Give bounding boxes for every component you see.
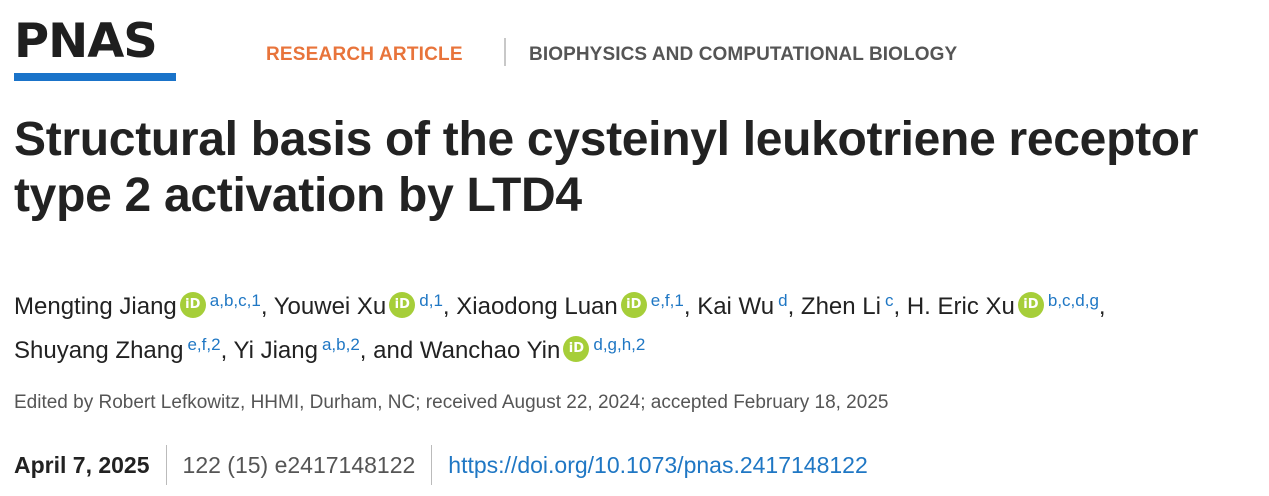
author-separator: , bbox=[683, 293, 698, 320]
author-separator: , bbox=[893, 293, 907, 320]
author-entry: H. Eric Xu b,c,d,g bbox=[906, 291, 1099, 320]
author-list: Mengting Jiang a,b,c,1, Youwei Xu d,1, Xia… bbox=[14, 282, 1254, 370]
orcid-icon[interactable] bbox=[179, 292, 206, 318]
author-name[interactable]: Mengting Jiang bbox=[14, 293, 177, 320]
author-entry: Youwei Xu d,1 bbox=[273, 291, 443, 320]
orcid-icon[interactable] bbox=[1017, 292, 1044, 318]
author-name[interactable]: Zhen Li bbox=[800, 293, 881, 320]
author-name[interactable]: Wanchao Yin bbox=[419, 337, 561, 364]
author-name[interactable]: Shuyang Zhang bbox=[14, 337, 184, 364]
meta-divider bbox=[165, 445, 167, 485]
logo-text: PNAS bbox=[14, 14, 158, 69]
author-entry: Zhen Li c bbox=[800, 291, 894, 320]
pnas-logo[interactable]: PNAS bbox=[14, 18, 176, 82]
meta-divider bbox=[431, 445, 433, 485]
author-name[interactable]: Youwei Xu bbox=[273, 293, 387, 320]
affiliation-marker[interactable]: e,f,2 bbox=[187, 335, 221, 354]
logo-underline bbox=[14, 73, 176, 81]
author-entry: Wanchao Yin d,g,h,2 bbox=[419, 335, 646, 364]
author-separator: , bbox=[260, 293, 274, 320]
section-label[interactable]: BIOPHYSICS AND COMPUTATIONAL BIOLOGY bbox=[529, 44, 958, 65]
journal-header: PNAS RESEARCH ARTICLE BIOPHYSICS AND COM… bbox=[14, 18, 1254, 84]
affiliation-marker[interactable]: d,g,h,2 bbox=[593, 335, 646, 354]
affiliation-marker[interactable]: d bbox=[778, 291, 788, 310]
author-entry: Mengting Jiang a,b,c,1 bbox=[14, 291, 261, 320]
article-type-label[interactable]: RESEARCH ARTICLE bbox=[266, 44, 463, 65]
author-entry: Kai Wu d bbox=[697, 291, 788, 320]
publication-date: April 7, 2025 bbox=[14, 451, 150, 478]
affiliation-marker[interactable]: d,1 bbox=[419, 291, 443, 310]
orcid-icon[interactable] bbox=[389, 292, 416, 318]
affiliation-marker[interactable]: a,b,2 bbox=[321, 335, 360, 354]
author-separator: , and bbox=[359, 337, 420, 364]
affiliation-marker[interactable]: c bbox=[884, 291, 894, 310]
citation: 122 (15) e2417148122 bbox=[182, 451, 416, 478]
author-entry: Xiaodong Luan e,f,1 bbox=[456, 291, 684, 320]
header-divider bbox=[504, 38, 506, 66]
author-name[interactable]: H. Eric Xu bbox=[906, 293, 1015, 320]
orcid-icon[interactable] bbox=[563, 336, 590, 362]
author-entry: Shuyang Zhang e,f,2 bbox=[14, 335, 221, 364]
orcid-icon[interactable] bbox=[620, 292, 647, 318]
publication-meta: April 7, 2025 122 (15) e2417148122 https… bbox=[14, 445, 868, 485]
article-title: Structural basis of the cysteinyl leukot… bbox=[14, 113, 1199, 222]
author-separator: , bbox=[787, 293, 801, 320]
affiliation-marker[interactable]: b,c,d,g bbox=[1047, 291, 1099, 310]
author-name[interactable]: Xiaodong Luan bbox=[456, 293, 618, 320]
editorial-note: Edited by Robert Lefkowitz, HHMI, Durham… bbox=[14, 392, 889, 413]
author-separator: , bbox=[220, 337, 234, 364]
author-separator: , bbox=[1098, 293, 1106, 320]
doi-link[interactable]: https://doi.org/10.1073/pnas.2417148122 bbox=[448, 451, 868, 478]
affiliation-marker[interactable]: e,f,1 bbox=[650, 291, 684, 310]
affiliation-marker[interactable]: a,b,c,1 bbox=[209, 291, 261, 310]
author-entry: Yi Jiang a,b,2 bbox=[233, 335, 360, 364]
author-separator: , bbox=[442, 293, 457, 320]
author-name[interactable]: Yi Jiang bbox=[233, 337, 318, 364]
author-name[interactable]: Kai Wu bbox=[697, 293, 775, 320]
